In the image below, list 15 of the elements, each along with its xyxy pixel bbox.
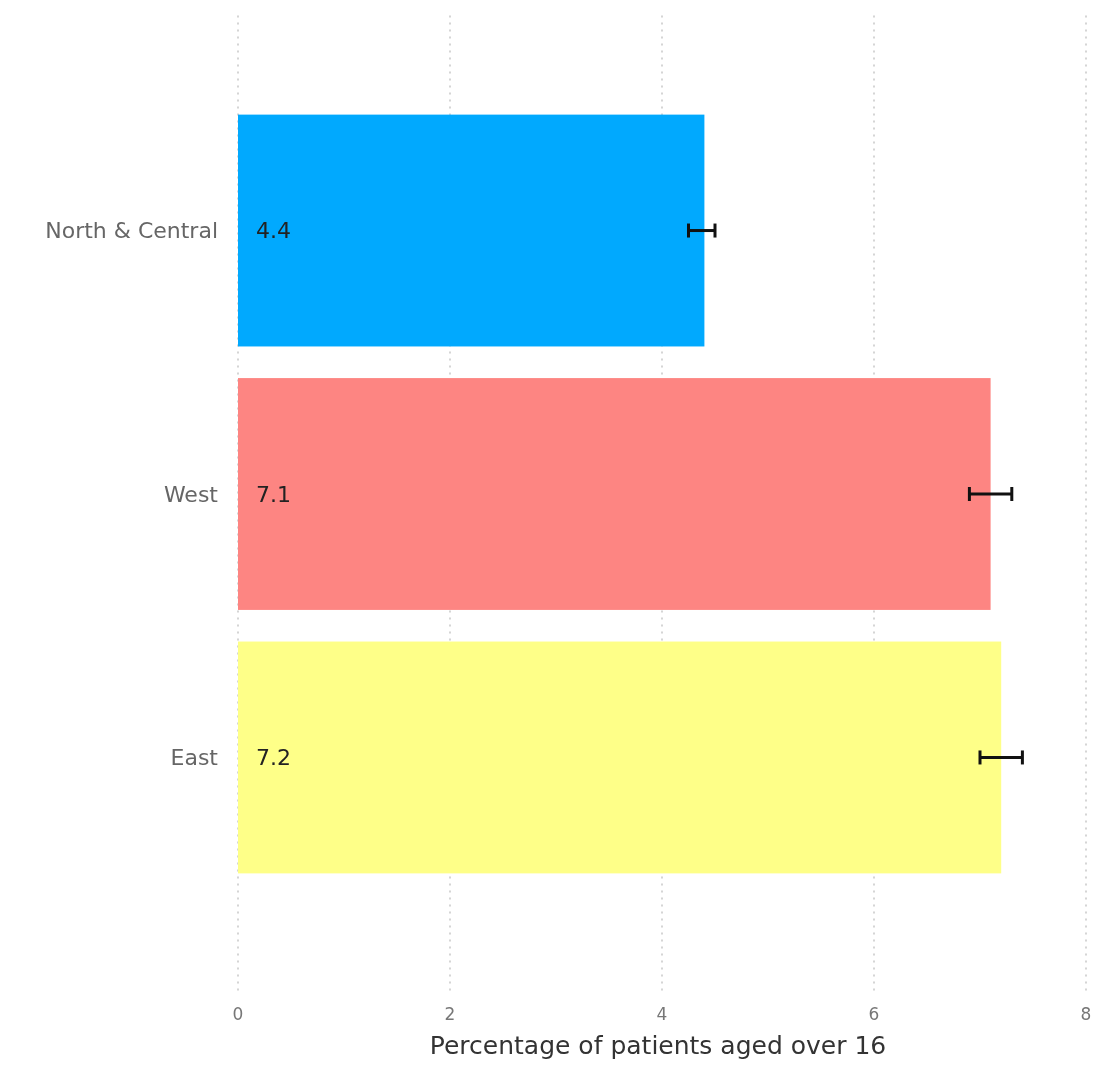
y-tick-label: North & Central (45, 218, 218, 244)
x-tick-label: 2 (444, 1004, 456, 1024)
bar (238, 378, 991, 610)
data-label: 4.4 (256, 218, 291, 244)
bar (238, 114, 705, 347)
x-axis-title: Percentage of patients aged over 16 (429, 1031, 887, 1060)
x-tick-label: 4 (656, 1004, 668, 1024)
data-label: 7.2 (256, 745, 291, 771)
y-tick-label: East (170, 745, 219, 771)
x-tick-label: 8 (1080, 1004, 1092, 1024)
data-label: 7.1 (256, 481, 291, 507)
bar (238, 641, 1002, 874)
x-tick-label: 6 (868, 1004, 880, 1024)
y-tick-label: West (163, 481, 219, 507)
x-tick-label: 0 (232, 1004, 244, 1024)
